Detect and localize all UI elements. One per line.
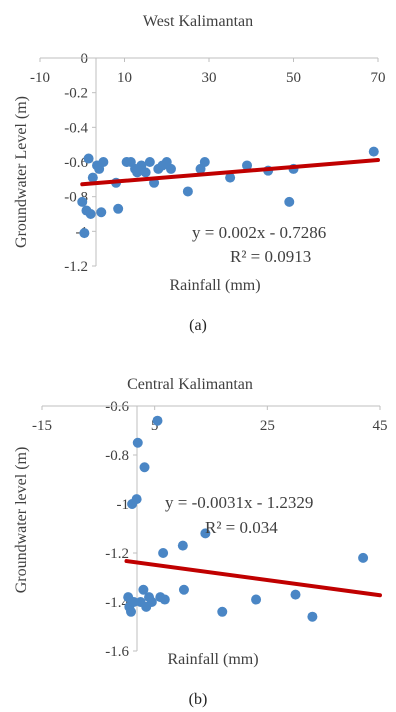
chart-a-trendline-line xyxy=(80,158,380,187)
chart-b-data-point xyxy=(158,548,169,558)
chart-a-data-point xyxy=(79,228,90,239)
chart-a-data-point xyxy=(165,163,176,174)
chart-a-x-tick-label: 30 xyxy=(202,70,217,86)
chart-a-data-point xyxy=(77,196,88,207)
chart-b: Central Kalimantan -15 5 25 45 -0.6 -0.8 -1 -1.… xyxy=(13,376,388,708)
chart-b-data-point xyxy=(177,540,188,551)
chart-b-data-point xyxy=(146,597,157,607)
chart-a-y-tick-label: -0.4 xyxy=(64,120,88,136)
chart-b-r2: R² = 0.034 xyxy=(205,518,278,537)
chart-b-y-tick-label: -1.4 xyxy=(105,595,129,611)
chart-a-y-tick-label: -0.6 xyxy=(64,155,88,171)
chart-a-xlabel: Rainfall (mm) xyxy=(169,277,260,294)
chart-b-data-point xyxy=(131,494,142,505)
chart-a-x-tick-label: -10 xyxy=(30,70,50,86)
chart-a: West Kalimantan -10 10 30 50 70 0 -0.2 -0.4 -0.6… xyxy=(13,13,386,334)
chart-a-data-point xyxy=(140,167,151,178)
chart-b-y-tick-label: -1.6 xyxy=(105,644,129,660)
chart-b-data-point xyxy=(152,415,163,426)
chart-a-data-point xyxy=(83,153,94,164)
chart-a-data-point xyxy=(225,172,236,183)
chart-b-data-point xyxy=(358,552,369,563)
chart-b-equation: y = -0.0031x - 1.2329 xyxy=(165,493,313,512)
chart-b-y-tick-label: -1.2 xyxy=(105,546,129,562)
chart-b-data-point xyxy=(307,611,318,622)
chart-a-x-tick-label: 70 xyxy=(371,70,386,86)
caption-a: (a) xyxy=(189,317,207,334)
chart-a-x-tick-label: 10 xyxy=(117,70,132,86)
chart-a-data-point xyxy=(368,146,379,157)
chart-b-data-point xyxy=(126,606,137,617)
chart-a-trendline xyxy=(80,158,380,187)
chart-a-data-point xyxy=(182,186,193,197)
chart-a-data-point xyxy=(87,172,98,183)
chart-a-data-point xyxy=(284,196,295,207)
chart-a-data-point xyxy=(144,157,155,167)
chart-a-equation: y = 0.002x - 0.7286 xyxy=(192,223,326,242)
chart-a-data-point xyxy=(85,209,96,219)
chart-b-data-point xyxy=(138,584,149,595)
chart-b-x-tick-label: 5 xyxy=(151,418,159,434)
chart-b-tick-labels: -15 5 25 45 -0.6 -0.8 -1 -1.2 -1.4 -1.6 xyxy=(32,399,388,660)
chart-b-y-tick-label: -0.8 xyxy=(105,448,129,464)
chart-a-r2: R² = 0.0913 xyxy=(230,247,311,266)
chart-b-data-point xyxy=(132,437,143,448)
chart-a-ylabel: Groundwater Level (m) xyxy=(13,96,30,248)
chart-a-title: West Kalimantan xyxy=(143,13,253,30)
chart-a-data-point xyxy=(98,157,109,167)
chart-b-y-tick-label: -1 xyxy=(117,497,130,513)
chart-b-trendline-line xyxy=(124,559,382,598)
chart-b-data-point xyxy=(251,594,262,605)
chart-a-data-point xyxy=(96,207,107,218)
chart-a-y-tick-label: 0 xyxy=(81,51,89,67)
chart-b-data-point xyxy=(217,606,228,617)
chart-b-data-point xyxy=(290,589,301,600)
chart-a-data-point xyxy=(242,160,253,171)
chart-b-data-point xyxy=(159,594,170,605)
chart-b-x-tick-label: -15 xyxy=(32,418,52,434)
chart-b-x-tick-label: 25 xyxy=(260,418,275,434)
chart-a-y-tick-label: -1.2 xyxy=(64,259,88,275)
chart-b-data-point xyxy=(200,528,211,539)
chart-a-y-tick-label: -0.2 xyxy=(64,86,88,102)
chart-b-data-point xyxy=(178,584,189,595)
chart-b-points xyxy=(123,415,369,622)
chart-b-y-tick-label: -0.6 xyxy=(105,399,129,415)
chart-a-x-tick-label: 50 xyxy=(286,70,301,86)
chart-a-data-point xyxy=(199,157,210,167)
chart-b-title: Central Kalimantan xyxy=(127,376,253,393)
chart-b-data-point xyxy=(139,462,150,473)
chart-b-x-tick-label: 45 xyxy=(373,418,388,434)
chart-b-xlabel: Rainfall (mm) xyxy=(167,651,258,668)
chart-b-ylabel: Groundwater level (m) xyxy=(13,447,30,594)
chart-a-points xyxy=(77,146,379,239)
caption-b: (b) xyxy=(189,691,208,708)
chart-a-data-point xyxy=(113,203,124,214)
chart-b-trendline xyxy=(124,559,382,598)
